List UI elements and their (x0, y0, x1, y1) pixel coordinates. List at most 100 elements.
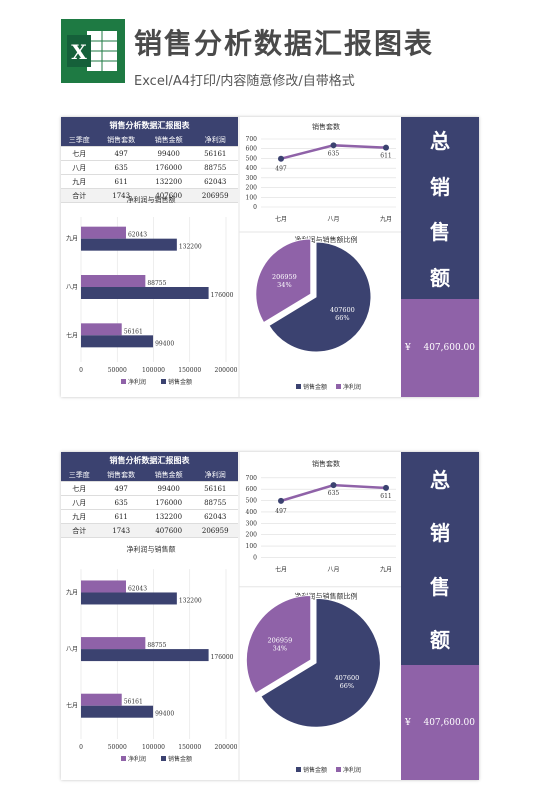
pie-pct-label: 66% (340, 682, 354, 690)
line-x-tick: 九月 (380, 215, 392, 223)
line-x-tick: 七月 (275, 565, 287, 573)
line-data-label: 497 (275, 166, 287, 173)
bar (81, 275, 146, 287)
table-cell: 合计 (61, 188, 98, 203)
line-y-tick: 500 (246, 498, 258, 505)
table-header-cell: 销售套数 (97, 133, 145, 147)
line-y-tick: 100 (246, 194, 258, 201)
bar-x-tick: 0 (79, 367, 83, 374)
table-header-cell: 净利润 (192, 468, 238, 482)
table-cell: 635 (97, 160, 145, 175)
label-char: 销 (430, 521, 450, 546)
table-cell: 合计 (61, 523, 98, 538)
pie-legend-label: 净利润 (343, 383, 361, 391)
table-row: 九月 611 132200 62043 (61, 174, 238, 189)
pie-legend-label: 净利润 (343, 766, 361, 774)
table-cell: 611 (97, 509, 145, 524)
bar-data-label: 56161 (124, 699, 143, 706)
label-char: 销 (430, 174, 450, 199)
bar-legend-label: 销售金额 (168, 755, 192, 763)
bar-x-tick: 100000 (142, 744, 165, 751)
line-data-label: 611 (380, 493, 391, 500)
line-data-label: 635 (328, 490, 340, 497)
bar (81, 287, 209, 299)
bar (81, 705, 154, 718)
pie-pct-label: 34% (273, 645, 287, 653)
line-data-label: 611 (380, 153, 391, 160)
line-x-tick: 八月 (327, 566, 339, 573)
pie-slice (245, 594, 312, 695)
line-y-tick: 200 (246, 532, 258, 539)
table-cell: 56161 (192, 481, 238, 496)
table-cell: 62043 (192, 509, 238, 524)
bar-category-label: 九月 (66, 588, 78, 596)
table-cell: 88755 (192, 495, 238, 510)
line-point (383, 484, 389, 491)
label-char: 售 (430, 574, 450, 599)
line-y-tick: 0 (253, 204, 257, 211)
sales-summary-table: 销售分析数据汇报图表 三季度 销售套数 销售金额 净利润 七月 497 99400 56161 八… (61, 452, 238, 538)
bar-data-label: 99400 (155, 711, 174, 718)
line-point (383, 144, 389, 151)
logo-letter: X (71, 40, 87, 64)
table-cell: 七月 (61, 146, 98, 161)
report-sheet-2: 销售分析数据汇报图表 三季度 销售套数 销售金额 净利润 七月 497 99400 56161 八… (61, 452, 479, 780)
table-caption: 销售分析数据汇报图表 (61, 117, 238, 133)
line-point (278, 497, 284, 504)
bar-data-label: 88755 (147, 280, 166, 287)
line-y-tick: 300 (246, 175, 258, 182)
bar-x-tick: 200000 (215, 744, 238, 751)
table-cell: 八月 (61, 495, 98, 510)
line-y-tick: 200 (246, 185, 258, 192)
table-cell: 407600 (144, 523, 193, 538)
currency-symbol: ¥ (405, 343, 411, 353)
table-cell: 99400 (144, 146, 193, 161)
pie-value-label: 206959 (267, 637, 292, 645)
table-cell: 611 (97, 174, 145, 189)
bar-category-label: 七月 (66, 331, 78, 339)
bar-category-label: 八月 (66, 284, 78, 291)
line-y-tick: 100 (246, 543, 258, 550)
total-sales-panel: 总销售额 ¥407,600.00 (401, 117, 479, 397)
bar-data-label: 62043 (128, 585, 147, 592)
bar-legend-label: 净利润 (128, 755, 146, 763)
line-x-tick: 七月 (275, 215, 287, 223)
line-y-tick: 0 (253, 554, 257, 561)
line-y-tick: 400 (246, 165, 258, 172)
line-x-tick: 九月 (380, 565, 392, 573)
pie-legend-swatch (336, 767, 341, 772)
pie-legend-label: 销售金额 (303, 383, 327, 391)
bar (81, 226, 126, 239)
table-row: 合计 1743 407600 206959 (61, 523, 238, 538)
bar-category-label: 九月 (66, 235, 78, 243)
table-cell: 62043 (192, 174, 238, 189)
bar (81, 693, 122, 706)
pie-value-label: 407600 (330, 306, 355, 314)
table-row: 九月 611 132200 62043 (61, 509, 238, 524)
line-point (330, 142, 337, 149)
pie-legend-swatch (296, 384, 301, 389)
table-cell: 99400 (144, 481, 193, 496)
table-row: 八月 635 176000 88755 (61, 495, 238, 510)
total-sales-value-box: ¥407,600.00 (401, 665, 479, 780)
total-sales-label: 总销售额 (401, 452, 479, 665)
label-char: 售 (430, 220, 450, 245)
bar-data-label: 62043 (128, 232, 147, 239)
bar (81, 592, 177, 605)
excel-logo-icon: X (61, 19, 125, 83)
table-cell: 九月 (61, 174, 98, 189)
table-row: 八月 635 176000 88755 (61, 160, 238, 175)
pie-pct-label: 66% (335, 314, 349, 322)
pie-legend-swatch (336, 384, 341, 389)
bar (81, 323, 122, 336)
pie-slice (255, 238, 312, 324)
line-y-tick: 300 (246, 520, 258, 527)
pie-legend-swatch (296, 767, 301, 772)
table-cell: 132200 (144, 509, 193, 524)
bar-chart-title: 净利润与销售额 (127, 195, 176, 204)
line-y-tick: 700 (246, 136, 258, 143)
table-header-cell: 销售金额 (144, 133, 193, 147)
pie-value-label: 407600 (334, 674, 359, 682)
table-cell: 176000 (144, 495, 193, 510)
table-cell: 206959 (192, 188, 238, 203)
